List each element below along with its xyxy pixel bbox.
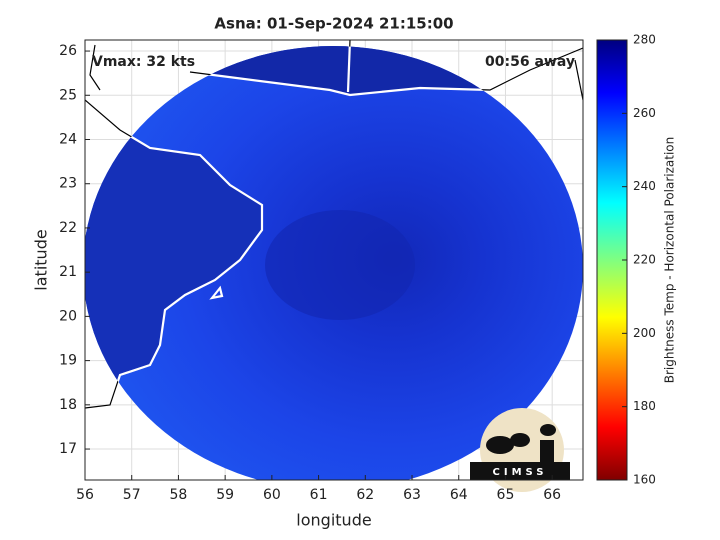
y-tick-label: 23 bbox=[59, 176, 77, 192]
x-tick-label: 60 bbox=[263, 487, 281, 503]
y-tick-label: 25 bbox=[59, 87, 77, 103]
y-tick-label: 18 bbox=[59, 397, 77, 413]
storm bbox=[265, 210, 415, 320]
x-tick-label: 64 bbox=[450, 487, 468, 503]
title: Asna: 01-Sep-2024 21:15:00 bbox=[214, 15, 453, 33]
x-tick-label: 58 bbox=[170, 487, 188, 503]
x-tick-label: 63 bbox=[403, 487, 421, 503]
y-tick-label: 17 bbox=[59, 441, 77, 457]
y-tick-label: 24 bbox=[59, 131, 77, 147]
x-tick-label: 66 bbox=[543, 487, 561, 503]
x-axis-label: longitude bbox=[296, 511, 371, 530]
x-tick-label: 61 bbox=[310, 487, 328, 503]
logo: CIMSS bbox=[470, 408, 570, 492]
colorbar-tick-label: 240 bbox=[633, 179, 656, 193]
x-tick-label: 56 bbox=[76, 487, 94, 503]
colorbar-tick-label: 200 bbox=[633, 326, 656, 340]
annotation: 00:56 away bbox=[485, 54, 575, 70]
colorbar-tick-label: 220 bbox=[633, 253, 656, 267]
plot-frame bbox=[84, 39, 584, 481]
colorbar-tick-label: 180 bbox=[633, 399, 656, 413]
x-tick-label: 62 bbox=[356, 487, 374, 503]
x-tick-label: 65 bbox=[497, 487, 515, 503]
land bbox=[85, 100, 262, 408]
colorbar-tick-label: 260 bbox=[633, 106, 656, 120]
satellite-image bbox=[85, 40, 583, 480]
y-tick-label: 19 bbox=[59, 353, 77, 369]
y-tick-label: 20 bbox=[59, 308, 77, 324]
y-tick-label: 21 bbox=[59, 264, 77, 280]
y-axis-label: latitude bbox=[32, 229, 51, 290]
y-tick-label: 26 bbox=[59, 43, 77, 59]
y-tick-label: 22 bbox=[59, 220, 77, 236]
logo-text: CIMSS bbox=[493, 467, 548, 478]
colorbar-tick-label: 280 bbox=[633, 33, 656, 47]
x-tick-label: 59 bbox=[216, 487, 234, 503]
annotation: Vmax: 32 kts bbox=[92, 54, 195, 70]
colorbar-label: Brightness Temp - Horizontal Polarizatio… bbox=[663, 137, 677, 384]
colorbar-tick-label: 160 bbox=[633, 473, 656, 487]
x-tick-label: 57 bbox=[123, 487, 141, 503]
